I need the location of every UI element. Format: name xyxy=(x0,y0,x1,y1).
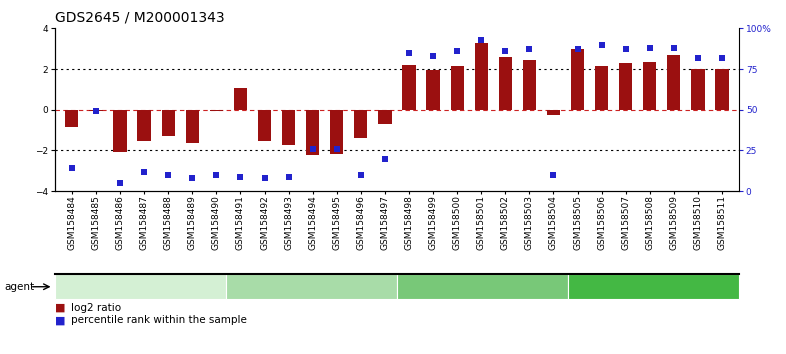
Point xyxy=(379,156,391,161)
Point xyxy=(138,169,150,175)
Point xyxy=(330,146,343,152)
Text: low radiation: low radiation xyxy=(275,282,347,292)
Bar xyxy=(667,55,681,110)
Text: ■: ■ xyxy=(55,303,65,313)
Point xyxy=(162,172,174,178)
Point xyxy=(692,55,704,61)
Point xyxy=(234,174,247,179)
Point xyxy=(547,172,560,178)
Bar xyxy=(306,110,319,154)
Bar xyxy=(282,110,296,145)
Bar xyxy=(233,88,247,110)
Bar xyxy=(378,110,391,124)
Point xyxy=(259,175,271,181)
Bar xyxy=(90,110,103,111)
Text: GDS2645 / M200001343: GDS2645 / M200001343 xyxy=(55,11,225,25)
Bar xyxy=(210,110,223,111)
Bar xyxy=(595,66,608,110)
Bar xyxy=(547,110,560,115)
Point xyxy=(595,42,608,47)
Bar xyxy=(691,69,704,110)
Point xyxy=(65,166,78,171)
Bar xyxy=(258,110,271,141)
Text: log2 ratio: log2 ratio xyxy=(71,303,121,313)
Bar xyxy=(65,110,79,127)
Text: ■: ■ xyxy=(55,315,65,325)
Bar xyxy=(619,63,632,110)
Point xyxy=(354,172,367,178)
Point xyxy=(644,45,656,51)
Point xyxy=(716,55,729,61)
Text: untreated: untreated xyxy=(113,282,168,292)
Text: percentile rank within the sample: percentile rank within the sample xyxy=(71,315,247,325)
Bar xyxy=(715,69,729,110)
Bar xyxy=(162,110,174,136)
Text: lethal radiation: lethal radiation xyxy=(611,282,696,292)
Bar xyxy=(427,70,439,110)
Bar xyxy=(450,66,464,110)
Point xyxy=(90,109,102,114)
Bar xyxy=(330,110,343,154)
Bar xyxy=(571,49,584,110)
Bar xyxy=(475,42,488,110)
Point xyxy=(402,50,415,56)
Point xyxy=(475,37,487,42)
Text: agent: agent xyxy=(4,282,34,292)
Bar xyxy=(185,110,199,143)
Text: intermediate radiation: intermediate radiation xyxy=(420,282,545,292)
Bar xyxy=(138,110,151,141)
Point xyxy=(523,47,535,52)
Bar xyxy=(354,110,367,138)
Point xyxy=(282,174,295,179)
Bar xyxy=(402,65,416,110)
Point xyxy=(499,48,512,54)
Bar xyxy=(523,60,536,110)
Point xyxy=(307,146,319,152)
Point xyxy=(619,47,632,52)
Point xyxy=(427,53,439,59)
Bar xyxy=(113,110,127,153)
Point xyxy=(667,45,680,51)
Point xyxy=(210,172,222,178)
Bar xyxy=(498,57,512,110)
Point xyxy=(114,180,127,186)
Point xyxy=(571,47,584,52)
Bar xyxy=(643,62,656,110)
Point xyxy=(451,48,464,54)
Point xyxy=(186,175,199,181)
